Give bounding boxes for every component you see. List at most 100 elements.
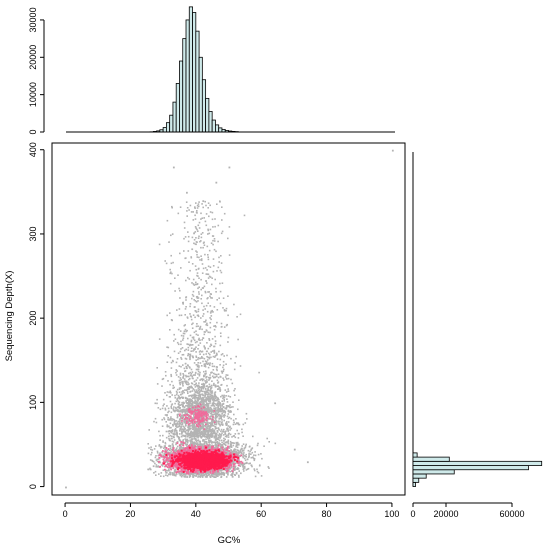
scatter-point bbox=[184, 370, 186, 373]
scatter-point bbox=[235, 468, 238, 470]
scatter-point bbox=[217, 420, 220, 422]
scatter-point bbox=[169, 445, 172, 447]
scatter-point bbox=[229, 404, 231, 406]
scatter-point bbox=[253, 457, 255, 460]
scatter-point bbox=[202, 433, 205, 436]
scatter-point bbox=[181, 391, 183, 393]
scatter-point bbox=[190, 431, 192, 434]
scatter-point bbox=[184, 410, 187, 412]
scatter-point bbox=[206, 402, 208, 405]
scatter-point bbox=[242, 456, 244, 459]
scatter-point bbox=[182, 405, 184, 407]
scatter-point bbox=[219, 269, 222, 272]
scatter-point bbox=[208, 338, 210, 340]
scatter-point bbox=[159, 434, 161, 437]
scatter-point bbox=[196, 365, 199, 368]
scatter-point bbox=[201, 272, 204, 274]
scatter-point bbox=[184, 362, 187, 365]
scatter-point bbox=[178, 425, 181, 428]
scatter-point bbox=[241, 452, 243, 455]
scatter-point bbox=[203, 432, 206, 435]
scatter-point bbox=[210, 388, 212, 390]
scatter-point bbox=[192, 431, 195, 434]
scatter-point bbox=[221, 394, 223, 397]
scatter-point bbox=[169, 449, 171, 452]
scatter-point bbox=[182, 353, 185, 356]
scatter-point bbox=[225, 476, 228, 478]
scatter-point bbox=[202, 440, 205, 442]
scatter-point bbox=[191, 263, 194, 265]
scatter-point bbox=[188, 395, 190, 397]
top-histogram-bar bbox=[162, 127, 167, 133]
scatter-point bbox=[214, 340, 217, 342]
scatter-point bbox=[213, 240, 216, 242]
top-histogram-bar bbox=[195, 30, 200, 133]
scatter-point bbox=[191, 402, 194, 404]
scatter-point bbox=[203, 374, 205, 377]
scatter-point bbox=[220, 326, 223, 328]
scatter-point bbox=[178, 447, 181, 450]
scatter-point bbox=[224, 435, 227, 438]
scatter-point bbox=[180, 442, 182, 445]
scatter-point bbox=[191, 404, 194, 407]
scatter-point bbox=[185, 306, 187, 308]
scatter-point bbox=[182, 375, 185, 378]
scatter-point bbox=[176, 370, 178, 372]
scatter-point bbox=[210, 428, 212, 431]
scatter-point bbox=[203, 333, 206, 336]
scatter-point bbox=[198, 471, 201, 474]
scatter-point bbox=[228, 411, 230, 413]
scatter-point bbox=[200, 259, 203, 262]
scatter-point bbox=[161, 425, 164, 427]
scatter-point bbox=[201, 356, 203, 358]
scatter-point bbox=[197, 315, 200, 318]
scatter-point bbox=[216, 375, 218, 378]
scatter-point bbox=[202, 421, 205, 423]
scatter-point bbox=[221, 206, 223, 208]
scatter-point bbox=[205, 405, 208, 407]
scatter-point bbox=[202, 398, 205, 400]
scatter-point bbox=[190, 372, 193, 375]
scatter-point bbox=[165, 472, 167, 474]
scatter-point bbox=[196, 430, 198, 433]
scatter-point bbox=[190, 344, 193, 346]
scatter-point bbox=[214, 278, 216, 281]
scatter-point bbox=[219, 200, 221, 202]
scatter-point bbox=[175, 448, 178, 451]
scatter-point bbox=[169, 427, 171, 429]
scatter-point bbox=[194, 341, 197, 344]
scatter-point bbox=[187, 428, 189, 431]
scatter-point bbox=[206, 269, 208, 271]
scatter-point bbox=[188, 366, 191, 368]
scatter-point bbox=[161, 385, 163, 387]
scatter-point bbox=[205, 397, 208, 400]
scatter-point bbox=[188, 372, 190, 375]
scatter-point bbox=[182, 415, 184, 418]
scatter-point bbox=[173, 421, 176, 424]
scatter-point bbox=[201, 425, 203, 428]
scatter-point bbox=[223, 355, 225, 357]
scatter-point bbox=[204, 387, 207, 390]
scatter-point bbox=[195, 435, 197, 437]
scatter-point bbox=[202, 474, 204, 476]
scatter-point bbox=[246, 458, 249, 460]
scatter-point bbox=[207, 434, 209, 437]
scatter-point bbox=[167, 435, 170, 438]
scatter-point bbox=[166, 449, 169, 451]
scatter-point bbox=[227, 432, 230, 435]
scatter-point bbox=[214, 325, 217, 327]
scatter-point bbox=[206, 245, 209, 248]
scatter-point bbox=[211, 433, 214, 435]
scatter-point bbox=[180, 343, 182, 346]
scatter-point bbox=[200, 258, 203, 260]
scatter-point bbox=[190, 368, 193, 371]
scatter-point bbox=[167, 411, 169, 414]
scatter-point bbox=[205, 430, 208, 433]
scatter-point bbox=[208, 339, 211, 341]
scatter-point bbox=[189, 357, 191, 359]
scatter-point bbox=[190, 409, 192, 411]
scatter-point bbox=[208, 443, 211, 446]
top-histogram-bar bbox=[192, 12, 197, 133]
scatter-point bbox=[184, 435, 186, 437]
scatter-point bbox=[192, 350, 194, 352]
